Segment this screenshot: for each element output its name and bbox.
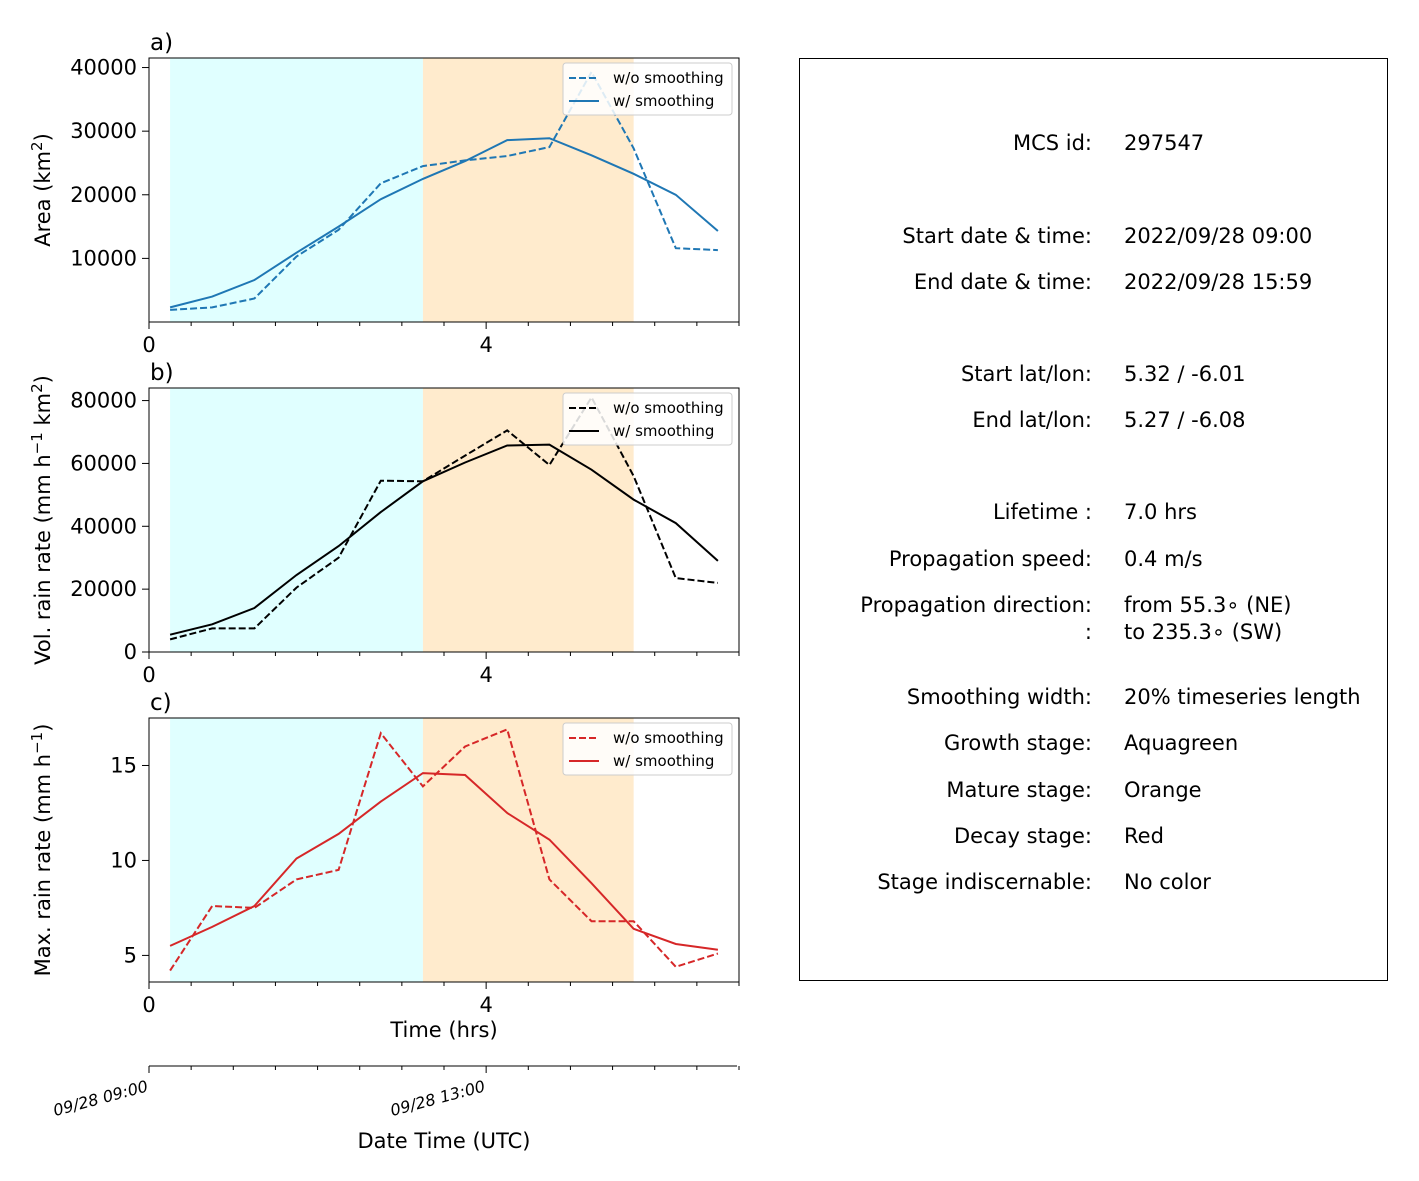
y-axis-label-superscript: −1 bbox=[28, 732, 46, 754]
y-tick-label: 20000 bbox=[70, 183, 137, 207]
info-value-mcs-id: 297547 bbox=[1124, 131, 1205, 155]
legend-box bbox=[562, 722, 733, 776]
x-tick-label: 0 bbox=[142, 993, 155, 1017]
datetime-tick-label: 09/28 13:00 bbox=[388, 1077, 487, 1121]
info-label-mature-stage: Mature stage: bbox=[946, 778, 1092, 802]
y-axis-label-superscript: 2 bbox=[28, 383, 46, 393]
y-axis-label: Area (km2) bbox=[28, 133, 55, 247]
series-line-smoothed bbox=[169, 443, 719, 636]
series-line-raw bbox=[169, 395, 719, 641]
y-axis-label-part: Max. rain rate (mm h bbox=[31, 754, 55, 977]
y-axis-label: Vol. rain rate (mm h−1 km2) bbox=[28, 375, 55, 665]
info-value-lifetime: 7.0 hrs bbox=[1124, 500, 1197, 524]
y-axis-label-part: ) bbox=[31, 724, 55, 732]
growth-stage-band bbox=[170, 388, 423, 652]
y-axis-label-superscript: −1 bbox=[28, 432, 46, 454]
info-value-mature-stage: Orange bbox=[1124, 778, 1202, 802]
legend-box bbox=[562, 392, 733, 446]
growth-stage-band bbox=[170, 718, 423, 982]
legend-label-smoothed: w/ smoothing bbox=[613, 422, 714, 440]
y-tick-label: 20000 bbox=[70, 577, 137, 601]
series-line-raw bbox=[169, 728, 719, 972]
info-label-propagation-speed: Propagation speed: bbox=[888, 547, 1092, 571]
info-label-mcs-id: MCS id: bbox=[1012, 131, 1092, 155]
y-axis-label-part: Vol. rain rate (mm h bbox=[31, 454, 55, 665]
panel-letter: a) bbox=[150, 30, 173, 56]
legend-box bbox=[562, 62, 733, 116]
info-value-end-latlon: 5.27 / -6.08 bbox=[1124, 408, 1246, 432]
y-axis-label-part: ) bbox=[31, 133, 55, 141]
x-axis-label: Time (hrs) bbox=[389, 1018, 497, 1042]
legend-label-smoothed: w/ smoothing bbox=[613, 92, 714, 110]
info-value-start-time: 2022/09/28 09:00 bbox=[1124, 224, 1313, 248]
panel-letter: c) bbox=[150, 690, 172, 716]
info-label-end-time: End date & time: bbox=[913, 270, 1092, 294]
info-value-propagation-from: from 55.3∘ (NE) bbox=[1124, 593, 1292, 617]
legend-label-raw: w/o smoothing bbox=[613, 69, 724, 87]
y-tick-label: 10 bbox=[110, 848, 137, 872]
legend-label-raw: w/o smoothing bbox=[613, 399, 724, 417]
datetime-axis-label: Date Time (UTC) bbox=[358, 1129, 531, 1153]
info-label-end-latlon: End lat/lon: bbox=[972, 408, 1092, 432]
info-label-propagation-direction: Propagation direction: bbox=[860, 593, 1092, 617]
y-tick-label: 40000 bbox=[70, 56, 137, 80]
x-tick-label: 0 bbox=[142, 333, 155, 357]
info-label-start-time: Start date & time: bbox=[902, 224, 1092, 248]
info-value-propagation-to: to 235.3∘ (SW) bbox=[1124, 620, 1283, 644]
growth-stage-band bbox=[170, 58, 423, 322]
series-line-raw bbox=[170, 69, 718, 311]
info-value-propagation-speed: 0.4 m/s bbox=[1124, 547, 1203, 571]
y-axis-label-part: km bbox=[31, 393, 55, 432]
info-value-smoothing-width: 20% timeseries length bbox=[1124, 685, 1361, 709]
datetime-tick-label: 09/28 09:00 bbox=[51, 1077, 150, 1121]
y-tick-label: 30000 bbox=[70, 119, 137, 143]
y-tick-label: 10000 bbox=[70, 246, 137, 270]
series-line-smoothed bbox=[169, 772, 719, 951]
legend-label-smoothed: w/ smoothing bbox=[613, 752, 714, 770]
info-label-stage-indiscernable: Stage indiscernable: bbox=[877, 870, 1092, 894]
y-axis-label-part: Area (km bbox=[31, 151, 55, 247]
info-label-start-latlon: Start lat/lon: bbox=[960, 362, 1092, 386]
info-value-start-latlon: 5.32 / -6.01 bbox=[1124, 362, 1246, 386]
y-axis-label-part: ) bbox=[31, 375, 55, 383]
series-line-smoothed bbox=[169, 137, 719, 309]
info-label-decay-stage: Decay stage: bbox=[954, 824, 1092, 848]
y-tick-label: 60000 bbox=[70, 451, 137, 475]
y-tick-label: 0 bbox=[124, 640, 137, 664]
info-label-smoothing-width: Smoothing width: bbox=[906, 685, 1092, 709]
x-tick-label: 4 bbox=[479, 993, 492, 1017]
info-value-end-time: 2022/09/28 15:59 bbox=[1124, 270, 1313, 294]
x-tick-label: 4 bbox=[479, 333, 492, 357]
x-tick-label: 4 bbox=[479, 663, 492, 687]
y-axis-label: Max. rain rate (mm h−1) bbox=[28, 724, 55, 977]
y-tick-label: 5 bbox=[124, 943, 137, 967]
x-tick-label: 0 bbox=[142, 663, 155, 687]
y-tick-label: 40000 bbox=[70, 514, 137, 538]
info-value-growth-stage: Aquagreen bbox=[1124, 731, 1239, 755]
panel-letter: b) bbox=[150, 360, 174, 386]
info-label-growth-stage: Growth stage: bbox=[943, 731, 1092, 755]
info-label-lifetime: Lifetime : bbox=[992, 500, 1092, 524]
info-value-decay-stage: Red bbox=[1124, 824, 1164, 848]
mcs-info-box: MCS id: 297547 Start date & time: 2022/0… bbox=[799, 58, 1388, 981]
y-axis-label-superscript: 2 bbox=[28, 141, 46, 151]
y-tick-label: 80000 bbox=[70, 389, 137, 413]
y-tick-label: 15 bbox=[110, 753, 137, 777]
info-label-propagation-direction-cont: : bbox=[1084, 620, 1092, 644]
legend-label-raw: w/o smoothing bbox=[613, 729, 724, 747]
info-value-stage-indiscernable: No color bbox=[1124, 870, 1211, 894]
